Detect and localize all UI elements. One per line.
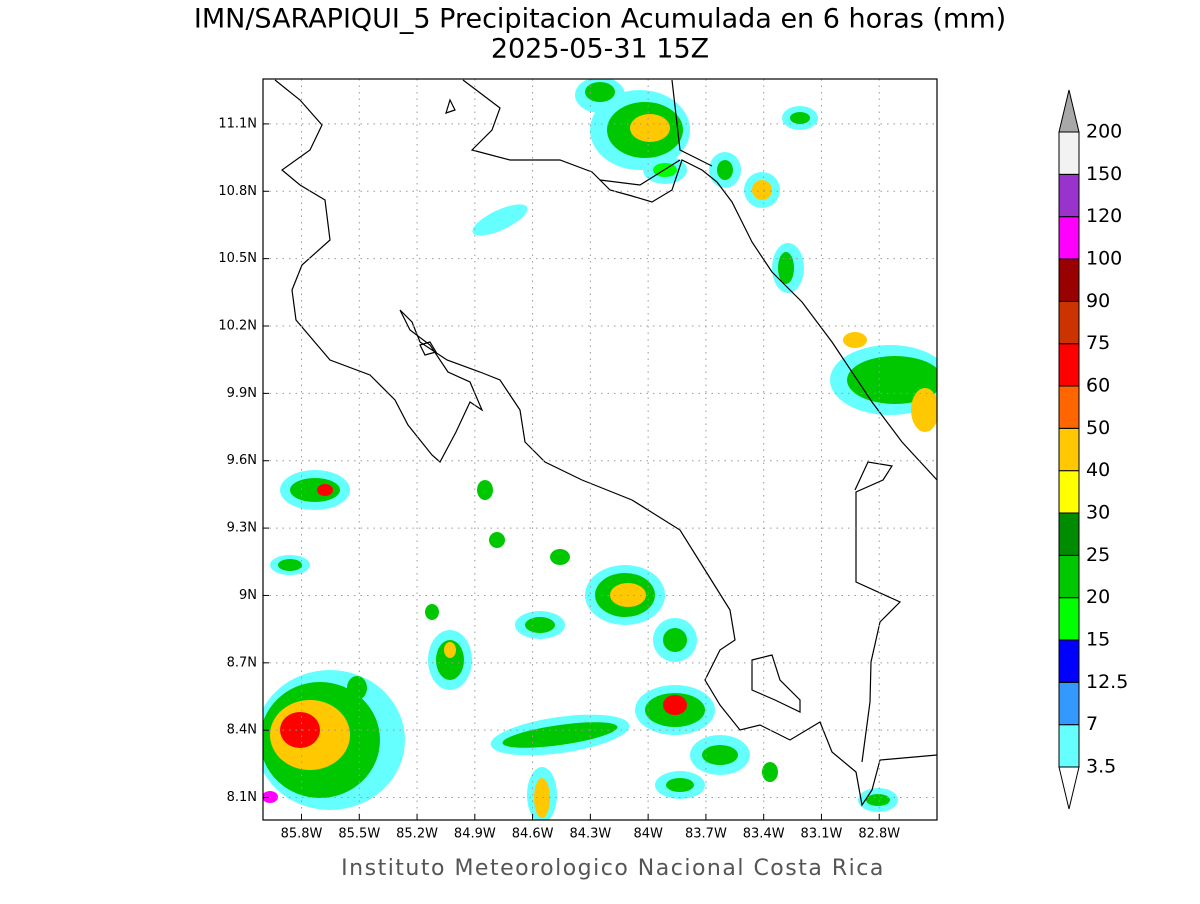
y-tick-label: 10.5N <box>218 251 257 266</box>
colorbar-segment <box>1058 512 1080 556</box>
colorbar-segment <box>1058 258 1080 302</box>
y-tick-label: 8.4N <box>227 723 257 738</box>
colorbar-segment <box>1058 385 1080 429</box>
x-tick-label: 84.3W <box>569 827 611 842</box>
y-tick-label: 9.9N <box>227 386 257 401</box>
x-tick-label: 83.4W <box>743 827 785 842</box>
colorbar-label: 60 <box>1086 375 1110 397</box>
colorbar-segment <box>1058 300 1080 345</box>
x-tick-label: 83.1W <box>801 827 843 842</box>
border <box>599 79 902 763</box>
colorbar-segment <box>1058 131 1080 175</box>
y-tick-label: 9.6N <box>227 453 257 468</box>
subtitle: 2025-05-31 15Z <box>491 34 709 65</box>
x-tick-label: 84W <box>633 827 663 842</box>
colorbar-label: 3.5 <box>1086 756 1116 778</box>
colorbar-label: 25 <box>1086 544 1110 566</box>
coastlines <box>274 79 937 807</box>
y-tick-label: 9.3N <box>227 521 257 536</box>
colorbar-segment <box>1058 343 1080 387</box>
colorbar-segment <box>1058 470 1080 514</box>
graticule: 85.8W 85.5W 85.2W 84.9W 84.6W 84.3W 84W 83.7W 83… <box>218 79 937 842</box>
coastline <box>274 79 937 807</box>
precip-field <box>263 79 937 820</box>
colorbar-label: 12.5 <box>1086 671 1128 693</box>
colorbar-label: 90 <box>1086 290 1110 312</box>
footer: Instituto Meteorologico Nacional Costa R… <box>341 856 885 881</box>
y-tick-label: 8.1N <box>227 790 257 805</box>
x-tick-label: 82.8W <box>858 827 900 842</box>
y-tick-label: 10.8N <box>218 184 257 199</box>
colorbar-label: 100 <box>1086 248 1122 270</box>
rain-cell <box>263 79 937 820</box>
colorbar-label: 20 <box>1086 586 1110 608</box>
colorbar-segment <box>1058 216 1080 260</box>
colorbar-segment <box>1058 173 1080 218</box>
title: IMN/SARAPIQUI_5 Precipitacion Acumulada … <box>194 4 1006 35</box>
colorbar-label: 15 <box>1086 629 1110 651</box>
colorbar-segment <box>1058 681 1080 726</box>
x-tick-label: 85.2W <box>396 827 438 842</box>
x-tick-label: 84.9W <box>454 827 496 842</box>
colorbar-label: 50 <box>1086 417 1110 439</box>
map-frame <box>262 78 938 821</box>
x-tick-label: 83.7W <box>685 827 727 842</box>
x-tick-label: 84.6W <box>512 827 554 842</box>
colorbar-label: 150 <box>1086 163 1122 185</box>
y-tick-label: 8.7N <box>227 655 257 670</box>
x-tick-label: 85.5W <box>338 827 380 842</box>
colorbar-label: 200 <box>1086 121 1122 143</box>
colorbar-label: 40 <box>1086 459 1110 481</box>
colorbar-extend-high <box>1058 89 1080 133</box>
colorbar: 3.5 7 12.5 15 20 25 30 40 50 60 75 90 100 120 150 200 <box>1058 89 1128 810</box>
colorbar-segment <box>1058 639 1080 683</box>
y-tick-label: 9N <box>239 588 257 603</box>
y-tick-label: 10.2N <box>218 319 257 334</box>
colorbar-segment <box>1058 427 1080 472</box>
y-tick-label: 11.1N <box>218 116 257 131</box>
coastline <box>462 79 937 481</box>
coastline <box>419 98 801 713</box>
colorbar-extend-low <box>1058 766 1080 810</box>
colorbar-label: 120 <box>1086 205 1122 227</box>
colorbar-label: 30 <box>1086 502 1110 524</box>
x-tick-label: 85.8W <box>281 827 323 842</box>
colorbar-label: 7 <box>1086 713 1098 735</box>
colorbar-segment <box>1058 597 1080 641</box>
colorbar-label: 75 <box>1086 332 1110 354</box>
colorbar-segment <box>1058 554 1080 599</box>
colorbar-segment <box>1058 724 1080 768</box>
